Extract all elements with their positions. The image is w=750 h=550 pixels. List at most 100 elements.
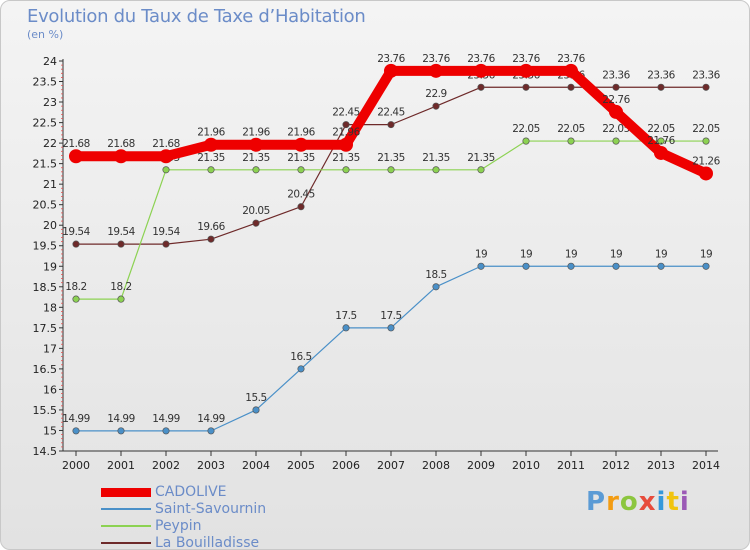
legend-label: Saint-Savournin (155, 501, 267, 517)
data-label: 21.35 (332, 152, 360, 164)
data-point (387, 166, 395, 174)
data-point (72, 295, 80, 303)
data-label: 16.5 (290, 351, 311, 363)
data-label: 22.45 (332, 107, 360, 119)
y-tick-label: 19.5 (33, 240, 58, 253)
legend: CADOLIVE Saint-Savournin Peypin La Bouillad… (101, 484, 301, 550)
data-label: 18.2 (110, 281, 131, 293)
x-tick-label: 2003 (197, 459, 225, 472)
data-label: 19.54 (152, 226, 180, 238)
data-point (657, 262, 665, 270)
data-label: 21.96 (242, 127, 270, 139)
data-point (72, 427, 80, 435)
data-point (567, 137, 575, 145)
data-point (72, 240, 80, 248)
data-label: 21.96 (197, 127, 225, 139)
data-point (432, 102, 440, 110)
legend-swatch (101, 508, 151, 510)
data-point (297, 365, 305, 373)
data-point (702, 137, 710, 145)
x-tick-label: 2005 (287, 459, 315, 472)
x-tick-label: 2010 (512, 459, 540, 472)
data-label: 22.05 (512, 123, 540, 135)
data-point (477, 166, 485, 174)
data-point (294, 137, 308, 152)
data-label: 19 (475, 248, 487, 260)
legend-item: La Bouilladisse (101, 535, 301, 550)
data-point (117, 427, 125, 435)
data-point (339, 137, 353, 152)
x-tick-label: 2001 (107, 459, 135, 472)
data-point (249, 137, 263, 152)
data-point (609, 104, 623, 119)
y-tick-label: 18 (43, 301, 57, 314)
y-tick-label: 22 (43, 137, 57, 150)
data-point (657, 83, 665, 91)
data-point (252, 219, 260, 227)
legend-label: La Bouilladisse (155, 535, 260, 550)
data-label: 19.66 (197, 221, 225, 233)
legend-item: Peypin (101, 518, 301, 535)
data-label: 18.5 (425, 269, 446, 281)
data-point (384, 63, 398, 78)
data-label: 21.68 (62, 138, 90, 150)
data-label: 23.76 (377, 53, 405, 65)
data-point (654, 145, 668, 160)
legend-item: CADOLIVE (101, 484, 301, 501)
y-tick-label: 21.5 (33, 158, 58, 171)
data-point (567, 262, 575, 270)
data-point (117, 240, 125, 248)
data-label: 21.35 (242, 152, 270, 164)
legend-swatch (101, 525, 151, 527)
data-point (474, 63, 488, 78)
data-label: 19.54 (62, 226, 90, 238)
data-point (612, 137, 620, 145)
data-label: 22.05 (602, 123, 630, 135)
data-label: 23.76 (422, 53, 450, 65)
data-point (612, 262, 620, 270)
data-label: 14.99 (107, 413, 135, 425)
data-point (522, 137, 530, 145)
data-label: 23.76 (512, 53, 540, 65)
data-label: 19 (610, 248, 622, 260)
data-label: 21.35 (197, 152, 225, 164)
legend-swatch (101, 487, 151, 497)
data-label: 19 (520, 248, 532, 260)
y-tick-label: 15 (43, 424, 57, 437)
proxiti-logo: Proxiti (586, 487, 690, 517)
y-tick-label: 17 (43, 342, 57, 355)
y-tick-label: 17.5 (33, 322, 58, 335)
data-label: 21.35 (422, 152, 450, 164)
data-point (159, 149, 173, 164)
y-tick-label: 16 (43, 383, 57, 396)
data-point (612, 83, 620, 91)
data-point (162, 427, 170, 435)
legend-label: Peypin (155, 518, 202, 534)
data-point (162, 166, 170, 174)
data-point (387, 324, 395, 332)
y-tick-label: 23.5 (33, 76, 58, 89)
data-point (564, 63, 578, 78)
x-tick-label: 2007 (377, 459, 405, 472)
y-tick-label: 20 (43, 219, 57, 232)
data-point (519, 63, 533, 78)
x-tick-label: 2013 (647, 459, 675, 472)
data-point (207, 235, 215, 243)
data-label: 21.76 (647, 135, 675, 147)
data-point (114, 149, 128, 164)
data-point (207, 427, 215, 435)
x-tick-label: 2014 (692, 459, 720, 472)
data-label: 22.9 (425, 88, 446, 100)
data-point (387, 121, 395, 129)
data-point (702, 83, 710, 91)
data-point (657, 137, 665, 145)
data-label: 21.96 (332, 127, 360, 139)
data-label: 19 (655, 248, 667, 260)
y-tick-label: 18.5 (33, 281, 58, 294)
data-point (297, 203, 305, 211)
data-point (204, 137, 218, 152)
y-tick-label: 20.5 (33, 199, 58, 212)
x-tick-label: 2004 (242, 459, 270, 472)
y-tick-label: 16.5 (33, 363, 58, 376)
